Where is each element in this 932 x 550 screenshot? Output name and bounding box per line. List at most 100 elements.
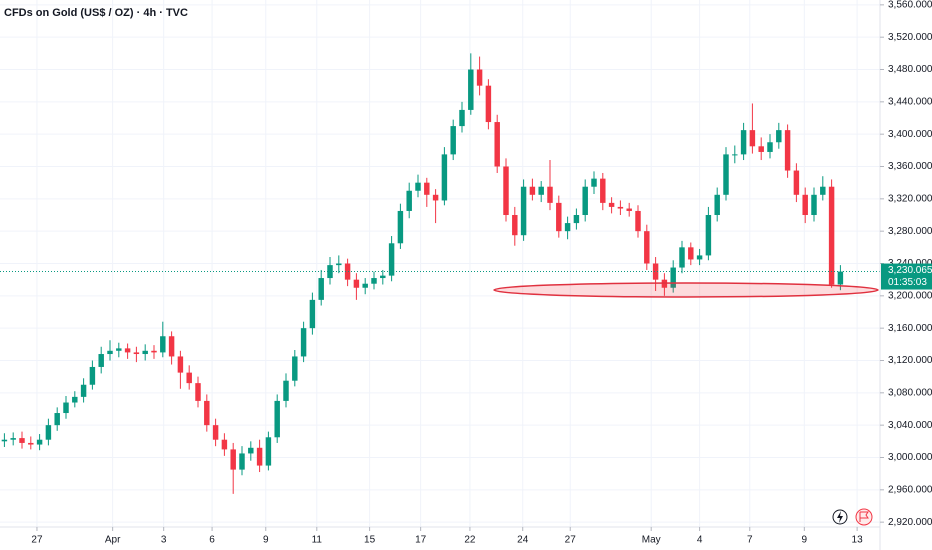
- candle-body: [380, 275, 386, 279]
- y-tick-label: 3,440.000: [888, 96, 932, 107]
- candle-body: [547, 186, 553, 203]
- candle-body: [608, 202, 615, 207]
- candle-body: [186, 372, 192, 384]
- candle-body: [740, 130, 747, 155]
- y-tick-label: 3,000.000: [888, 452, 932, 463]
- candle-body: [652, 263, 659, 280]
- candle-body: [142, 350, 148, 355]
- candle-body: [89, 366, 96, 385]
- y-tick-label: 3,400.000: [888, 129, 932, 140]
- x-tick-label: 27: [31, 535, 43, 546]
- y-tick-label: 3,040.000: [888, 420, 932, 431]
- candle-body: [732, 154, 738, 156]
- support-ellipse: [493, 282, 879, 298]
- candle-body: [723, 154, 729, 195]
- icon-lightning-glyph: [837, 511, 843, 523]
- x-tick-label: 11: [312, 535, 323, 546]
- candle-body: [336, 263, 342, 266]
- candle-body: [573, 215, 580, 224]
- candle-body: [212, 425, 219, 440]
- last-price-label: 3,230.065: [888, 265, 932, 276]
- candle-body: [476, 69, 483, 86]
- candle-body: [300, 328, 307, 357]
- candle-body: [36, 439, 43, 445]
- candle-body: [80, 384, 87, 397]
- y-tick-label: 3,560.000: [888, 0, 932, 10]
- candle-body: [432, 194, 439, 201]
- candle-body: [591, 178, 597, 187]
- candle-body: [617, 206, 624, 209]
- y-tick-label: 2,960.000: [888, 484, 932, 495]
- icon-lightning[interactable]: [832, 509, 848, 525]
- candle-body: [424, 182, 430, 195]
- candle-body: [292, 356, 298, 381]
- x-tick-label: May: [642, 535, 661, 546]
- candle-body: [529, 186, 536, 195]
- candle-body: [45, 425, 52, 440]
- candle-body: [256, 447, 263, 466]
- candle-body: [283, 380, 289, 401]
- y-tick-label: 3,280.000: [888, 226, 932, 237]
- x-tick-label: 6: [209, 535, 215, 546]
- candle-body: [72, 396, 78, 403]
- y-tick-label: 3,200.000: [888, 290, 932, 301]
- candle-body: [767, 142, 773, 152]
- candle-body: [503, 166, 509, 216]
- candle-body: [749, 130, 756, 147]
- candle-body: [626, 208, 632, 211]
- candle-body: [107, 350, 113, 355]
- y-tick-label: 3,480.000: [888, 64, 932, 75]
- candle-body: [63, 402, 69, 414]
- candle-body: [168, 336, 175, 357]
- toolbar-icons: [832, 508, 873, 526]
- candle-body: [688, 247, 694, 260]
- y-tick-label: 2,920.000: [888, 517, 932, 528]
- candle-body: [397, 210, 404, 244]
- candle-body: [124, 348, 131, 353]
- candle-body: [388, 243, 395, 276]
- candle-body: [221, 439, 228, 450]
- candle-body: [318, 278, 324, 300]
- candle-body: [538, 186, 544, 195]
- candle-body: [512, 215, 518, 236]
- candle-body: [54, 413, 60, 426]
- y-tick-label: 3,520.000: [888, 32, 932, 43]
- candle-body: [459, 109, 465, 127]
- candle-body: [564, 223, 571, 232]
- x-tick-label: 13: [852, 535, 864, 546]
- y-tick-label: 3,320.000: [888, 193, 932, 204]
- candle-body: [19, 438, 25, 443]
- candle-body: [274, 400, 280, 438]
- candle-body: [344, 263, 351, 280]
- candle-body: [600, 178, 606, 203]
- candle-body: [837, 271, 844, 285]
- x-tick-label: 27: [565, 535, 577, 546]
- candle-body: [450, 126, 456, 155]
- axes: 2,920.000 2,960.000 3,000.000 3,040.000 3,08…: [31, 0, 932, 546]
- candle-body: [802, 194, 808, 216]
- candle-body: [10, 438, 16, 440]
- candle-body: [811, 194, 817, 216]
- candle-body: [177, 356, 184, 373]
- y-tick-label: 3,360.000: [888, 161, 932, 172]
- candle-body: [239, 453, 245, 470]
- chart-title: CFDs on Gold (US$ / OZ) · 4h · TVC: [4, 7, 188, 19]
- candle-body: [309, 299, 316, 329]
- candle-body: [784, 130, 791, 171]
- candle-body: [793, 170, 800, 195]
- x-tick-label: Apr: [105, 535, 121, 546]
- candle-body: [635, 210, 641, 232]
- candle-body: [820, 186, 826, 195]
- icon-flag[interactable]: [855, 508, 873, 526]
- x-tick-label: 7: [747, 535, 753, 546]
- candle-body: [468, 69, 474, 110]
- candle-body: [371, 278, 377, 284]
- grid: [0, 0, 880, 527]
- candle-body: [133, 352, 140, 355]
- candle-body: [520, 186, 527, 236]
- candle-body: [230, 449, 236, 470]
- candle-body: [776, 130, 782, 143]
- candle-body: [204, 400, 210, 426]
